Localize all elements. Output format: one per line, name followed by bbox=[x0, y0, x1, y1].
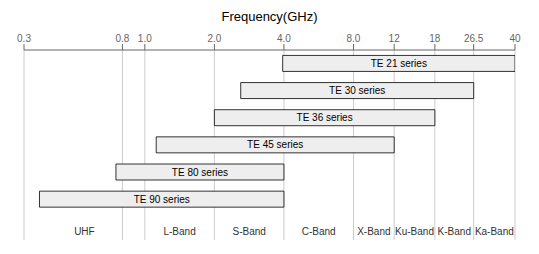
svg-text:S-Band: S-Band bbox=[232, 226, 265, 237]
svg-text:TE 30 series: TE 30 series bbox=[329, 85, 385, 96]
svg-text:UHF: UHF bbox=[74, 226, 95, 237]
svg-text:12: 12 bbox=[389, 33, 401, 44]
svg-text:K-Band: K-Band bbox=[438, 226, 471, 237]
svg-text:Ku-Band: Ku-Band bbox=[395, 226, 434, 237]
svg-text:X-Band: X-Band bbox=[357, 226, 390, 237]
svg-text:0.3: 0.3 bbox=[17, 33, 31, 44]
svg-text:2.0: 2.0 bbox=[207, 33, 221, 44]
svg-text:C-Band: C-Band bbox=[302, 226, 336, 237]
svg-text:0.8: 0.8 bbox=[115, 33, 129, 44]
svg-text:TE 45 series: TE 45 series bbox=[247, 139, 303, 150]
svg-text:18: 18 bbox=[429, 33, 441, 44]
svg-text:4.0: 4.0 bbox=[277, 33, 291, 44]
svg-text:8.0: 8.0 bbox=[347, 33, 361, 44]
svg-text:Ka-Band: Ka-Band bbox=[475, 226, 514, 237]
svg-text:1.0: 1.0 bbox=[138, 33, 152, 44]
svg-text:TE 90 series: TE 90 series bbox=[134, 194, 190, 205]
svg-text:TE 21 series: TE 21 series bbox=[371, 58, 427, 69]
svg-text:TE 80 series: TE 80 series bbox=[172, 167, 228, 178]
svg-text:TE 36 series: TE 36 series bbox=[297, 112, 353, 123]
svg-text:L-Band: L-Band bbox=[163, 226, 195, 237]
html-text:Frequency(GHz): Frequency(GHz) bbox=[221, 9, 318, 24]
svg-text:40: 40 bbox=[509, 33, 521, 44]
svg-text:26.5: 26.5 bbox=[464, 33, 484, 44]
